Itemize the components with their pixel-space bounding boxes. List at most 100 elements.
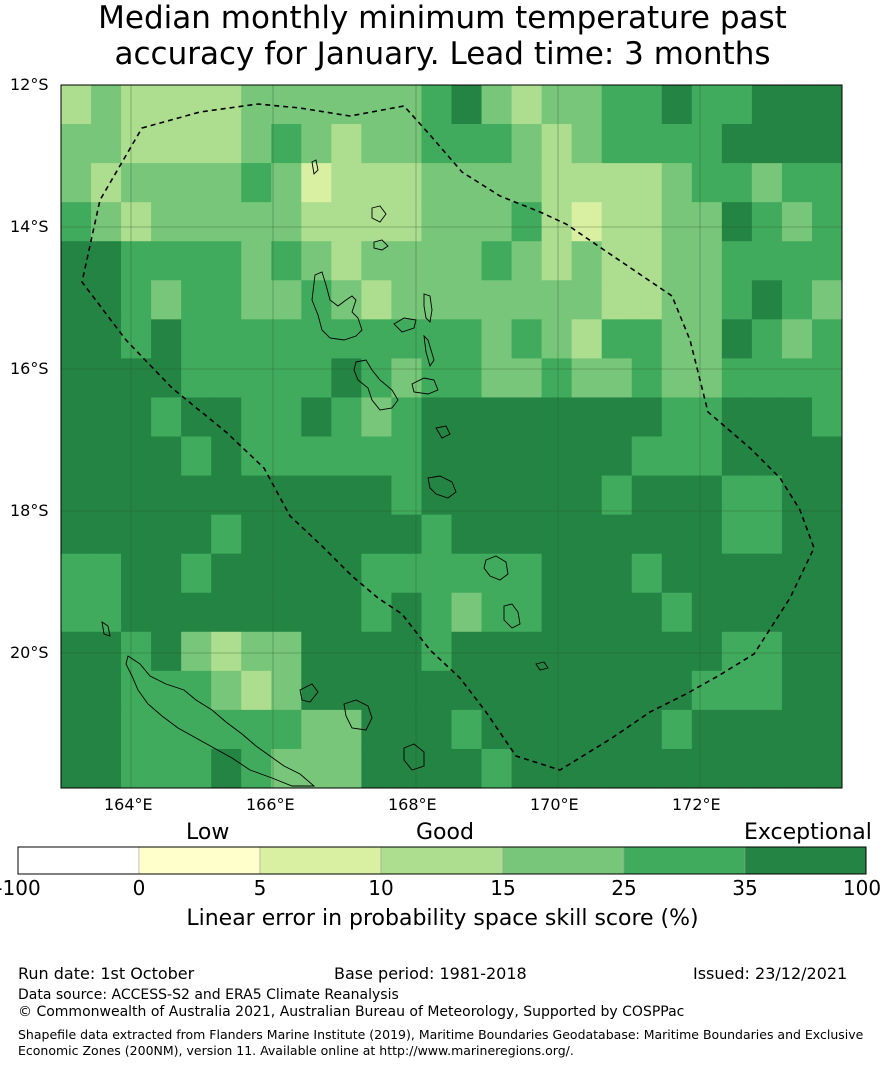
- skill-cell: [271, 202, 302, 242]
- skill-cell: [751, 397, 783, 437]
- skill-cell: [301, 514, 332, 555]
- skill-cell: [481, 280, 513, 320]
- skill-cell: [481, 670, 513, 711]
- pentecost-island: [423, 293, 433, 323]
- skill-cell: [391, 319, 422, 359]
- skill-cell: [571, 748, 603, 789]
- skill-cell: [241, 202, 272, 242]
- skill-cell: [631, 553, 663, 594]
- title-line-2: accuracy for January. Lead time: 3 month…: [114, 36, 771, 72]
- skill-cell: [751, 241, 783, 281]
- skill-cell: [511, 748, 543, 789]
- skill-cell: [361, 319, 392, 359]
- skill-cell: [721, 85, 753, 125]
- skill-cell: [241, 475, 272, 516]
- skill-cell: [121, 163, 152, 203]
- skill-cell: [361, 670, 392, 711]
- skill-cell: [421, 514, 452, 555]
- skill-cell: [211, 202, 242, 242]
- skill-cell: [601, 514, 633, 555]
- efate-island: [427, 475, 457, 499]
- skill-cell: [91, 163, 122, 203]
- skill-cell: [121, 553, 152, 594]
- skill-cell: [61, 631, 92, 672]
- skill-cell: [631, 319, 663, 359]
- skill-cell: [661, 475, 693, 516]
- skill-cell: [781, 163, 813, 203]
- colorbar-bin-35-100: [744, 846, 867, 875]
- skill-cell: [601, 397, 633, 437]
- colorbar-tick-25: 25: [611, 876, 637, 900]
- skill-cell: [301, 631, 332, 672]
- skill-cell: [661, 397, 693, 437]
- skill-cell: [271, 436, 302, 477]
- skill-cell: [661, 280, 693, 320]
- skill-cell: [271, 241, 302, 281]
- skill-cell: [181, 358, 212, 398]
- skill-cell: [601, 553, 633, 594]
- skill-cell: [481, 592, 513, 633]
- skill-cell: [451, 319, 483, 359]
- colorbar-tick-100: 100: [842, 876, 882, 900]
- skill-cell: [181, 436, 212, 477]
- skill-cell: [541, 124, 573, 164]
- skill-cell: [271, 280, 302, 320]
- skill-cell: [331, 202, 362, 242]
- skill-cell: [541, 631, 573, 672]
- skill-cell: [751, 670, 783, 711]
- skill-cell: [451, 163, 483, 203]
- skill-cell: [571, 241, 603, 281]
- skill-cell: [271, 631, 302, 672]
- skill-cell: [331, 631, 362, 672]
- colorbar-bin-15-25: [502, 846, 625, 875]
- skill-cell: [451, 124, 483, 164]
- skill-cell: [781, 319, 813, 359]
- colorbar-tick-5: 5: [253, 876, 267, 900]
- skill-cell: [601, 748, 633, 789]
- skill-cell: [811, 436, 843, 477]
- copyright: © Commonwealth of Australia 2021, Austra…: [18, 1004, 685, 1020]
- eez-boundary: [81, 103, 815, 771]
- loyalty-mare: [403, 743, 425, 771]
- skill-cell: [331, 436, 362, 477]
- skill-cell: [571, 553, 603, 594]
- skill-cell: [631, 241, 663, 281]
- skill-cell: [361, 553, 392, 594]
- skill-cell: [571, 163, 603, 203]
- skill-cell: [151, 124, 182, 164]
- skill-cell: [541, 436, 573, 477]
- skill-cell: [451, 202, 483, 242]
- skill-cell: [151, 319, 182, 359]
- skill-cell: [121, 124, 152, 164]
- skill-cell: [331, 163, 362, 203]
- skill-cell: [481, 202, 513, 242]
- skill-cell: [271, 670, 302, 711]
- skill-cell: [811, 748, 843, 789]
- skill-cell: [541, 85, 573, 125]
- skill-cell: [811, 631, 843, 672]
- skill-cell: [661, 631, 693, 672]
- lon-tick-168e: 168°E: [388, 795, 437, 814]
- skill-cell: [661, 358, 693, 398]
- colorbar-bin-neg100-0: [17, 846, 140, 875]
- skill-cell: [481, 436, 513, 477]
- skill-cell: [661, 241, 693, 281]
- skill-cell: [181, 163, 212, 203]
- colorbar-tick-35: 35: [732, 876, 758, 900]
- aneityum-island: [535, 661, 549, 671]
- skill-cell: [601, 241, 633, 281]
- skill-cell: [781, 670, 813, 711]
- skill-cell: [541, 397, 573, 437]
- skill-cell: [421, 748, 452, 789]
- skill-cell: [571, 631, 603, 672]
- skill-cell: [361, 241, 392, 281]
- skill-cell: [721, 748, 753, 789]
- skill-cell: [211, 514, 242, 555]
- skill-cell: [781, 397, 813, 437]
- skill-cell: [601, 280, 633, 320]
- skill-cell: [331, 709, 362, 750]
- skill-cell: [751, 514, 783, 555]
- skill-cell: [811, 475, 843, 516]
- skill-cell: [631, 358, 663, 398]
- skill-cell: [421, 280, 452, 320]
